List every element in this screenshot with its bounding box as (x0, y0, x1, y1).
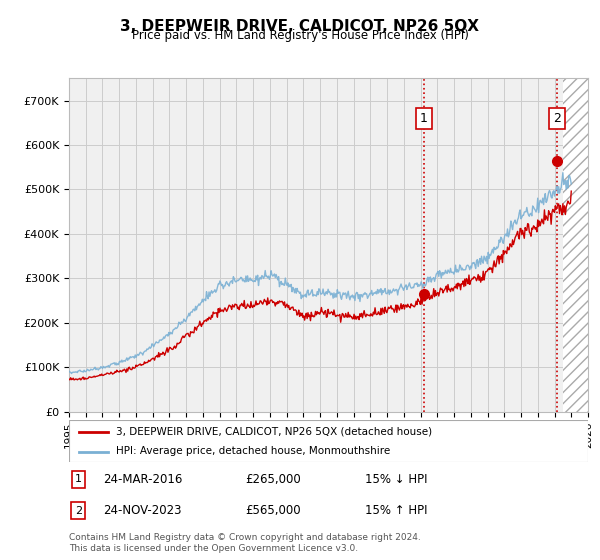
Text: 24-MAR-2016: 24-MAR-2016 (103, 473, 182, 486)
Text: 1: 1 (75, 474, 82, 484)
Text: £565,000: £565,000 (245, 504, 301, 517)
Text: 24-NOV-2023: 24-NOV-2023 (103, 504, 181, 517)
Text: 15% ↓ HPI: 15% ↓ HPI (365, 473, 427, 486)
Text: £265,000: £265,000 (245, 473, 301, 486)
Text: HPI: Average price, detached house, Monmouthshire: HPI: Average price, detached house, Monm… (116, 446, 390, 456)
Text: Contains HM Land Registry data © Crown copyright and database right 2024.
This d: Contains HM Land Registry data © Crown c… (69, 533, 421, 553)
Text: 15% ↑ HPI: 15% ↑ HPI (365, 504, 427, 517)
Text: Price paid vs. HM Land Registry's House Price Index (HPI): Price paid vs. HM Land Registry's House … (131, 29, 469, 42)
Text: 2: 2 (553, 112, 561, 125)
Text: 1: 1 (420, 112, 428, 125)
Text: 3, DEEPWEIR DRIVE, CALDICOT, NP26 5QX: 3, DEEPWEIR DRIVE, CALDICOT, NP26 5QX (121, 19, 479, 34)
Text: 3, DEEPWEIR DRIVE, CALDICOT, NP26 5QX (detached house): 3, DEEPWEIR DRIVE, CALDICOT, NP26 5QX (d… (116, 427, 432, 437)
Text: 2: 2 (75, 506, 82, 516)
Bar (563, 78, 588, 412)
